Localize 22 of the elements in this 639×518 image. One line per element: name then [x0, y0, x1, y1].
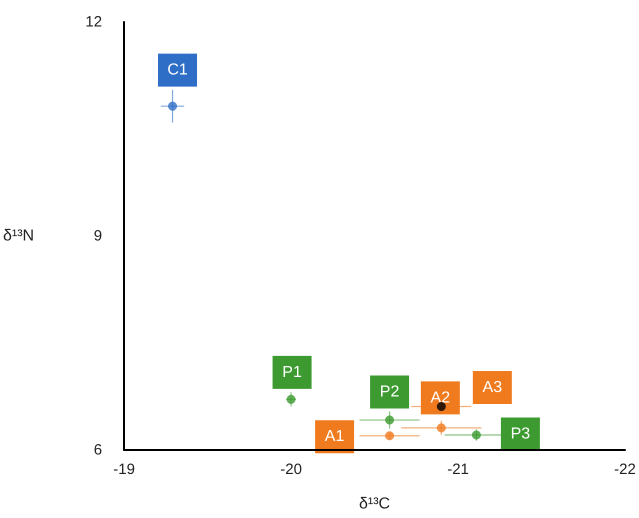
y-tick-label: 6	[94, 442, 102, 458]
x-tick-label: -19	[113, 461, 135, 478]
annotation: A1	[324, 428, 344, 446]
annotation: C1	[167, 62, 188, 79]
point	[436, 423, 446, 432]
x-tick-label: -21	[447, 461, 469, 478]
point	[385, 416, 394, 425]
y-tick-label: 9	[94, 228, 102, 244]
annotation: P2	[380, 384, 400, 401]
x-tick-label: -22	[614, 461, 636, 478]
y-axis-title: δ¹³N	[2, 228, 34, 244]
annotation: A2	[430, 389, 450, 406]
point	[472, 430, 481, 440]
x-axis-title: δ¹³C	[358, 496, 390, 512]
point	[286, 394, 296, 404]
x-tick-label: -20	[280, 461, 302, 478]
annotation: P1	[282, 364, 302, 381]
point	[385, 431, 394, 440]
point	[168, 102, 178, 111]
annotation: A3	[482, 378, 502, 396]
y-tick-label: 12	[85, 14, 102, 30]
annotation: P3	[510, 426, 530, 443]
